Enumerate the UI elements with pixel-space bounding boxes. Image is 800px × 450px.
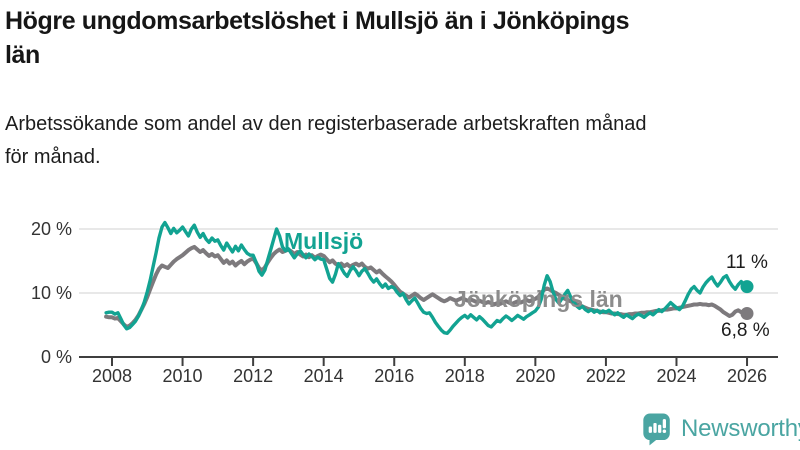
- chart-title-line-1: Högre ungdomsarbetslöshet i Mullsjö än i…: [5, 7, 630, 35]
- end-value-label-jonkopings-lan: 6,8 %: [721, 320, 770, 341]
- x-axis-tick-label: 2024: [656, 366, 697, 386]
- brand-name: Newsworthy: [681, 415, 800, 442]
- y-axis-tick-label: 0 %: [40, 347, 72, 367]
- x-axis-tick-label: 2014: [303, 366, 344, 386]
- chart-subtitle: Arbetssökande som andel av den registerb…: [5, 108, 797, 174]
- chart-title: Högre ungdomsarbetslöshet i Mullsjö än i…: [5, 4, 797, 72]
- end-dot-mullsjo: [740, 280, 754, 294]
- end-dot-jonkopings-lan: [740, 307, 754, 320]
- newsworthy-logo-icon: [643, 413, 670, 446]
- x-axis-tick-label: 2008: [91, 366, 133, 386]
- x-axis-tick-label: 2020: [515, 366, 556, 386]
- series-line-jonkopings-lan: [104, 244, 749, 329]
- unemployment-line-chart: Mullsjö Jönköpings län 11 % 6,8 % 0 % 10 …: [0, 190, 800, 405]
- chart-title-line-2: län: [5, 41, 40, 69]
- chart-subtitle-line-2: för månad.: [5, 146, 101, 168]
- chart-canvas: [79, 220, 778, 366]
- x-axis-tick-label: 2010: [162, 366, 203, 386]
- x-axis-tick-label: 2026: [727, 366, 768, 386]
- series-label-jonkopings-lan: Jönköpings län: [454, 286, 623, 312]
- end-value-label-mullsjo: 11 %: [726, 252, 768, 273]
- series-line-mullsjo: [104, 220, 749, 336]
- series-label-mullsjo: Mullsjö: [284, 228, 364, 254]
- x-axis-tick-label: 2018: [444, 366, 485, 386]
- y-axis-tick-label: 10 %: [30, 283, 72, 303]
- x-axis-tick-label: 2016: [374, 366, 415, 386]
- header: Högre ungdomsarbetslöshet i Mullsjö än i…: [5, 4, 797, 174]
- newsworthy-brand-link[interactable]: Newsworthy: [642, 412, 800, 446]
- x-axis-tick-label: 2022: [585, 366, 626, 386]
- footer: Newsworthy: [0, 408, 800, 450]
- y-axis-tick-label: 20 %: [30, 219, 72, 239]
- chart-subtitle-line-1: Arbetssökande som andel av den registerb…: [5, 113, 647, 135]
- x-axis-tick-label: 2012: [233, 366, 274, 386]
